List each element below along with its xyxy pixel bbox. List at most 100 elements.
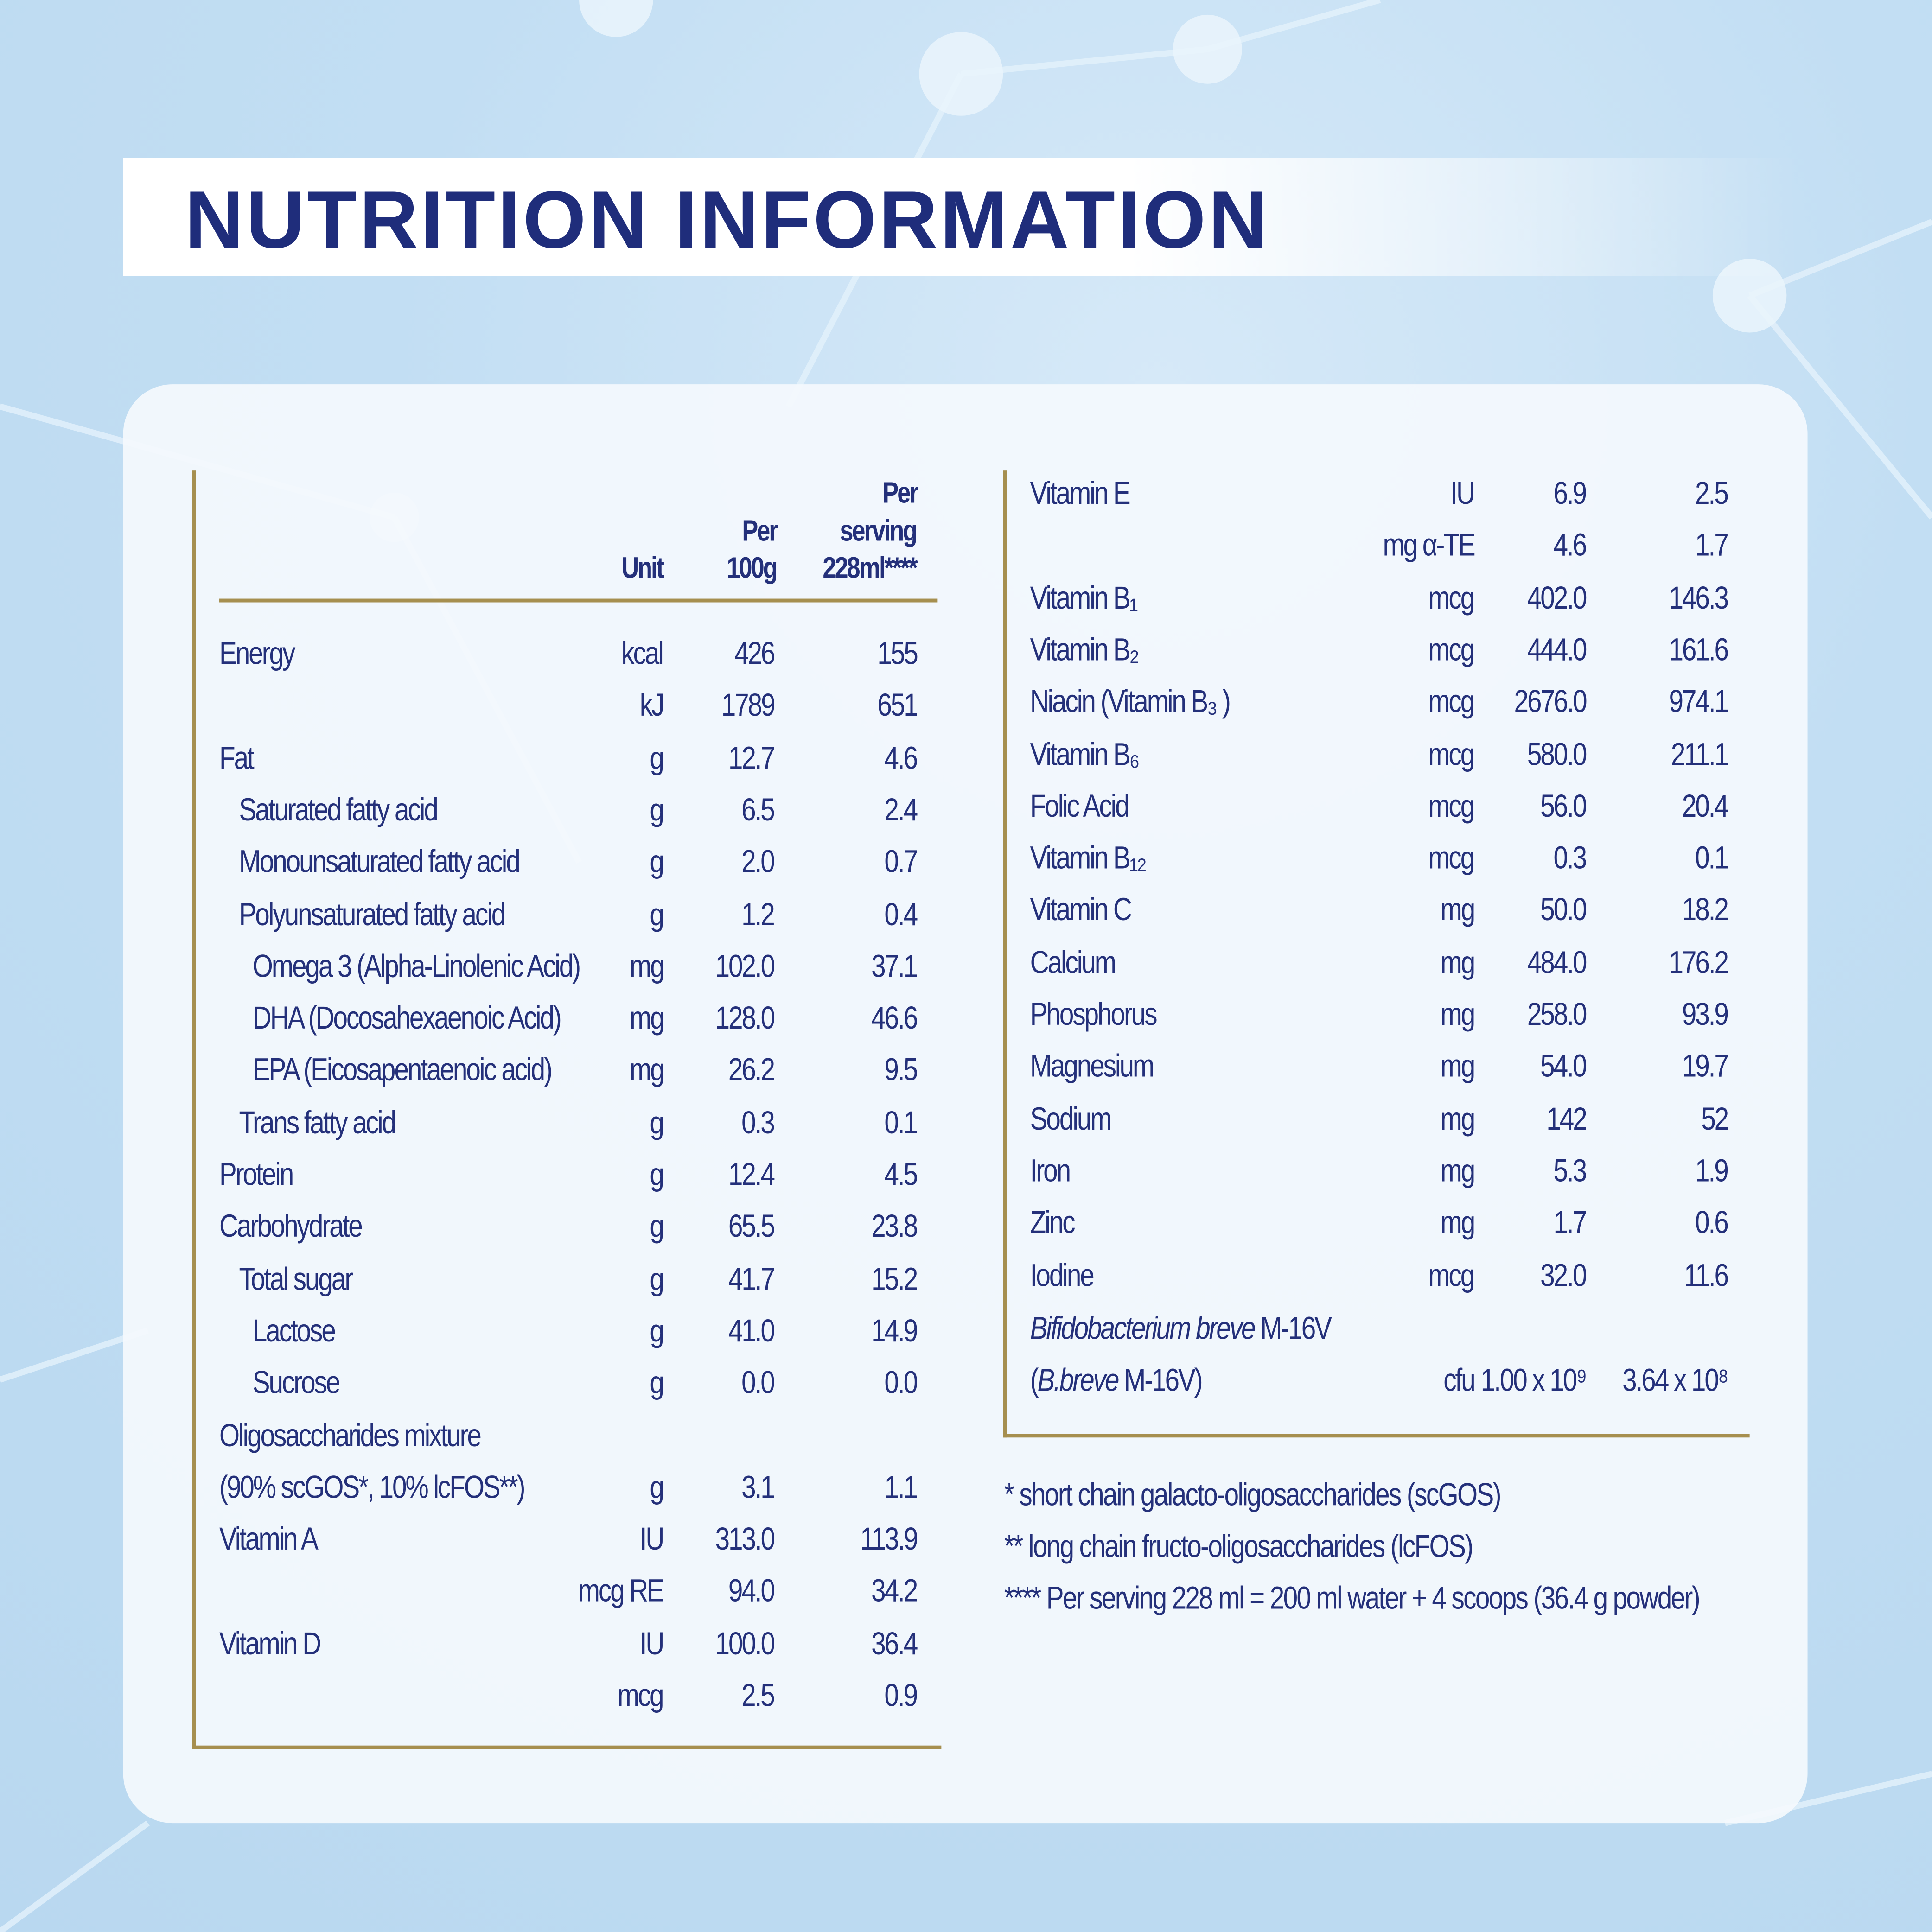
nutrient-per-serving: 651: [877, 686, 918, 724]
nutrient-name: Fat: [219, 738, 255, 776]
nutrition-card: [123, 384, 1808, 1824]
title-banner: NUTRITION INFORMATION: [123, 158, 1799, 276]
nutrient-per-serving: 20.4: [1682, 787, 1729, 824]
nutrient-per-serving: 1.1: [884, 1468, 918, 1505]
nutrient-per100g: 484.0: [1527, 943, 1588, 980]
nutrient-per100g: 2676.0: [1514, 682, 1587, 720]
nutrient-per100g: 3.1: [741, 1468, 775, 1505]
nutrient-per-serving: 1.7: [1695, 526, 1729, 564]
page-title: NUTRITION INFORMATION: [185, 173, 1270, 265]
nutrient-per100g: 100.0: [715, 1624, 775, 1662]
nutrient-name: Vitamin C: [1030, 891, 1132, 928]
nutrient-unit: g: [650, 895, 664, 932]
nutrient-unit: mcg: [1428, 682, 1475, 720]
nutrient-unit: mcg: [617, 1676, 664, 1714]
left-table-border-left: [192, 470, 196, 1749]
nutrient-per100g: 128.0: [715, 999, 775, 1036]
nutrient-per100g: 1.7: [1553, 1203, 1588, 1241]
nutrient-per-serving: 2.5: [1695, 474, 1729, 511]
probiotic-per100g: 1.00 x 10⁹: [1480, 1361, 1587, 1398]
nutrient-per-serving: 0.6: [1695, 1203, 1729, 1241]
nutrient-unit: mg: [629, 1051, 664, 1088]
probiotic-short-species: B.breve: [1037, 1361, 1120, 1398]
nutrient-unit: mg: [1440, 1203, 1475, 1241]
nutrient-per100g: 0.3: [1553, 839, 1588, 876]
nutrient-unit: mg α-TE: [1382, 526, 1475, 564]
nutrient-unit: mg: [1440, 943, 1475, 980]
nutrient-per-serving: 9.5: [884, 1051, 918, 1088]
nutrient-per100g: 2.0: [741, 843, 775, 880]
nutrient-name: Iodine: [1030, 1256, 1095, 1293]
nutrient-name: Energy: [219, 634, 295, 672]
nutrient-per100g: 41.7: [728, 1259, 775, 1297]
nutrient-name: Calcium: [1030, 943, 1116, 980]
nutrient-unit: mg: [1440, 1099, 1475, 1137]
nutrient-per100g: 313.0: [715, 1520, 775, 1557]
nutrient-per-serving: 4.5: [884, 1155, 918, 1193]
nutrient-unit: g: [650, 1103, 664, 1141]
nutrient-per-serving: 0.7: [884, 843, 918, 880]
nutrient-unit: mg: [1440, 995, 1475, 1032]
nutrient-name: Zinc: [1030, 1203, 1076, 1241]
nutrient-name: Niacin (Vitamin B₃ ): [1030, 682, 1231, 720]
nutrient-unit: mg: [1440, 1047, 1475, 1085]
nutrient-unit: g: [650, 1155, 664, 1193]
nutrient-name: Vitamin B₂: [1030, 630, 1140, 668]
nutrient-unit: g: [650, 1259, 664, 1297]
nutrient-name: Oligosaccharides mixture: [219, 1416, 482, 1453]
nutrient-unit: mcg: [1428, 630, 1475, 668]
nutrient-per100g: 0.3: [741, 1103, 775, 1141]
nutrient-name: Polyunsaturated fatty acid: [239, 895, 506, 932]
nutrient-per-serving: 0.4: [884, 895, 918, 932]
nutrient-per-serving: 0.1: [1695, 839, 1729, 876]
nutrient-per-serving: 46.6: [871, 999, 918, 1036]
nutrient-unit: g: [650, 843, 664, 880]
nutrient-unit: mcg: [1428, 735, 1475, 772]
nutrient-name: Iron: [1030, 1151, 1071, 1189]
nutrient-name: Trans fatty acid: [239, 1103, 396, 1141]
nutrient-unit: IU: [1450, 474, 1475, 511]
nutrient-name: Folic Acid: [1030, 787, 1130, 824]
nutrient-name: (90% scGOS*, 10% lcFOS**): [219, 1468, 525, 1505]
nutrient-per-serving: 19.7: [1682, 1047, 1729, 1085]
nutrient-name: Carbohydrate: [219, 1208, 363, 1245]
nutrient-per100g: 102.0: [715, 947, 775, 984]
nutrient-per100g: 50.0: [1540, 891, 1587, 928]
nutrient-unit: mg: [1440, 1151, 1475, 1189]
nutrient-per100g: 580.0: [1527, 735, 1588, 772]
nutrient-unit: kJ: [639, 686, 664, 724]
nutrient-per-serving: 211.1: [1671, 735, 1728, 772]
nutrient-per-serving: 11.6: [1683, 1256, 1729, 1293]
paren: (: [1030, 1361, 1039, 1398]
nutrient-unit: g: [650, 1468, 664, 1505]
nutrient-name: Vitamin B₁: [1030, 578, 1138, 616]
nutrient-per100g: 2.5: [741, 1676, 775, 1714]
right-table-border-bottom: [1003, 1434, 1750, 1438]
nutrient-unit: mg: [1440, 891, 1475, 928]
nutrient-per100g: 5.3: [1553, 1151, 1588, 1189]
nutrient-per100g: 32.0: [1540, 1256, 1587, 1293]
left-table-header-rule: [219, 598, 938, 603]
header-serving-line2: serving: [840, 515, 918, 548]
header-per100g-line1: Per: [741, 515, 778, 548]
probiotic-name: Bifidobacterium breve M-16V: [1030, 1309, 1332, 1347]
right-table-border-left: [1003, 470, 1007, 1438]
nutrient-per100g: 0.0: [741, 1364, 775, 1401]
nutrient-unit: g: [650, 1208, 664, 1245]
nutrient-per-serving: 15.2: [871, 1259, 918, 1297]
nutrient-name: Sodium: [1030, 1099, 1112, 1137]
footnote-scgos: * short chain galacto-oligosaccharides (…: [1004, 1475, 1502, 1513]
nutrient-unit: mg: [629, 999, 664, 1036]
nutrient-per100g: 426: [734, 634, 775, 672]
probiotic-species: Bifidobacterium breve: [1030, 1309, 1256, 1347]
left-table-border-bottom: [192, 1745, 942, 1749]
nutrient-per100g: 402.0: [1527, 578, 1588, 616]
nutrient-unit: kcal: [622, 634, 664, 672]
nutrient-per-serving: 93.9: [1682, 995, 1729, 1032]
probiotic-strain: M-16V: [1254, 1309, 1332, 1347]
probiotic-per-serving: 3.64 x 10⁸: [1622, 1361, 1729, 1398]
nutrient-name: Vitamin E: [1030, 474, 1131, 511]
nutrient-per-serving: 14.9: [871, 1311, 918, 1349]
header-per100g-line2: 100g: [727, 552, 778, 585]
